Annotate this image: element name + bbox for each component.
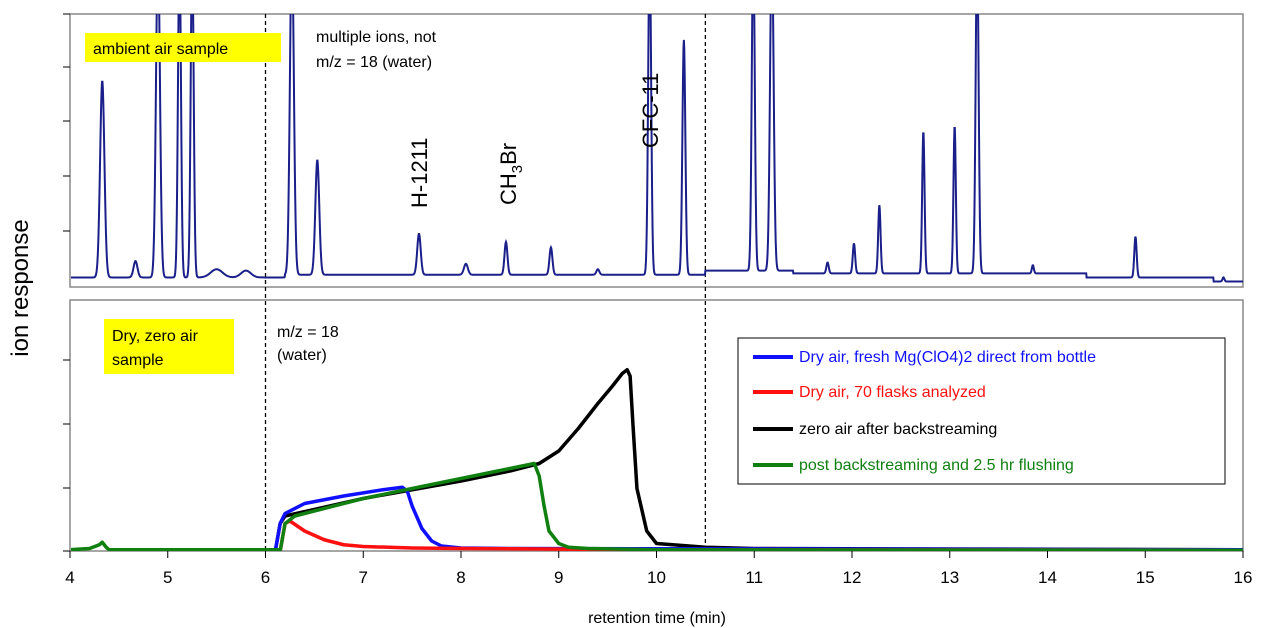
legend: Dry air, fresh Mg(ClO4)2 direct from bot… (737, 337, 1226, 485)
ambient-label: ambient air sample (93, 41, 228, 58)
peak-label-ch3br-part-1: CH (496, 173, 521, 205)
peak-label-h1211: H-1211 (407, 137, 432, 208)
series-post-backstreaming-and-2-5-hr-flushing (278, 461, 1243, 551)
top-annotation-line-2: m/z = 18 (water) (316, 54, 432, 71)
x-tick-label-14: 14 (1038, 568, 1057, 587)
x-axis-label: retention time (min) (588, 610, 726, 627)
top-panel-frame (69, 13, 1244, 288)
dry-zero-air-label-line-1: Dry, zero air (112, 328, 199, 345)
x-tick-label-12: 12 (843, 568, 862, 587)
x-tick-label-15: 15 (1136, 568, 1155, 587)
series-dry-air-70-flasks-analyzed (278, 519, 1243, 551)
top-chromatogram (71, 14, 1243, 283)
x-tick-label-4: 4 (65, 568, 74, 587)
series-baseline (71, 540, 281, 551)
x-tick-label-16: 16 (1234, 568, 1253, 587)
peak-label-ch3br-part-3: Br (496, 143, 521, 165)
x-tick-label-13: 13 (940, 568, 959, 587)
bottom-annotation-line-2: (water) (277, 347, 327, 364)
ambient-label-box (85, 33, 281, 62)
ambient-air-trace (71, 14, 1243, 283)
dry-zero-air-label-line-2: sample (112, 352, 164, 369)
series-dry-air-fresh-mg-clo4-2-direct-from-bottle (273, 485, 1243, 551)
bottom-chromatograms (71, 368, 1243, 551)
peak-label-ch3br: CH3Br (496, 143, 526, 205)
legend-box (737, 337, 1226, 485)
peak-label-cfc11: CFC-11 (638, 73, 663, 148)
y-axis-label: ion response (7, 219, 34, 356)
peak-label-ch3br-subscript: 3 (509, 165, 526, 173)
top-y-ticks (63, 13, 70, 232)
x-axis: 4 5 6 7 8 9 10 11 12 13 14 15 16 (65, 551, 1252, 587)
top-annotation-line-1: multiple ions, not (316, 29, 437, 46)
bottom-annotation-line-1: m/z = 18 (277, 324, 339, 341)
bottom-y-ticks (63, 359, 70, 552)
x-tick-label-6: 6 (261, 568, 270, 587)
legend-entry-fresh: Dry air, fresh Mg(ClO4)2 direct from bot… (799, 349, 1096, 366)
dry-zero-air-label-box (104, 319, 234, 374)
x-tick-label-9: 9 (554, 568, 563, 587)
x-tick-label-11: 11 (745, 568, 763, 587)
x-tick-label-10: 10 (647, 568, 666, 587)
x-tick-label-8: 8 (456, 568, 465, 587)
legend-entry-backstreaming: zero air after backstreaming (799, 421, 997, 438)
legend-entry-70-flasks: Dry air, 70 flasks analyzed (799, 384, 986, 401)
x-tick-label-5: 5 (163, 568, 172, 587)
x-tick-label-7: 7 (359, 568, 368, 587)
legend-entry-flushing: post backstreaming and 2.5 hr flushing (799, 457, 1074, 474)
